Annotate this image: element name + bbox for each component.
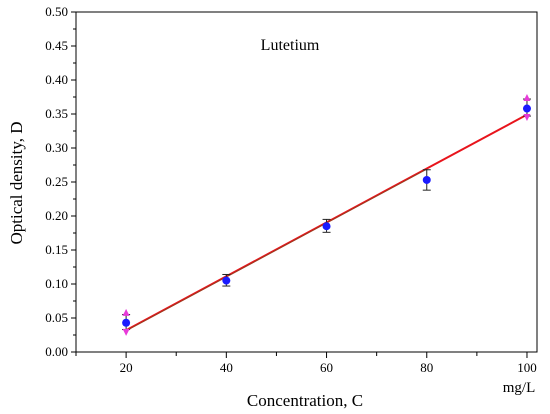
data-point xyxy=(422,175,431,184)
y-tick-label: 0.15 xyxy=(45,242,68,257)
chart-title: Lutetium xyxy=(261,37,320,54)
y-tick-label: 0.20 xyxy=(45,208,68,223)
x-tick-label: 40 xyxy=(220,360,233,375)
y-tick-label: 0.45 xyxy=(45,38,68,53)
error-bars xyxy=(122,98,531,331)
y-tick-label: 0.30 xyxy=(45,140,68,155)
axes xyxy=(75,11,538,353)
outlier-markers xyxy=(122,94,531,336)
y-tick-label: 0.05 xyxy=(45,310,68,325)
y-tick-label: 0.10 xyxy=(45,276,68,291)
fit-line-overlay xyxy=(125,168,427,332)
data-point xyxy=(222,276,231,285)
data-points xyxy=(122,104,531,327)
x-axis-unit: mg/L xyxy=(503,380,536,396)
x-axis-ticks: 20 40 60 80 100 xyxy=(75,352,537,375)
y-tick-label: 0.25 xyxy=(45,174,68,189)
y-axis-title: Optical density, D xyxy=(7,121,26,244)
y-tick-label: 0.35 xyxy=(45,106,68,121)
x-tick-label: 80 xyxy=(420,360,433,375)
y-tick-label: 0.40 xyxy=(45,72,68,87)
outlier-marker xyxy=(122,328,130,336)
x-tick-label: 100 xyxy=(517,360,537,375)
x-axis-title: Concentration, C xyxy=(247,391,363,410)
outlier-marker xyxy=(523,114,531,122)
y-tick-label: 0.50 xyxy=(45,4,68,19)
y-axis-ticks: 0.00 0.05 0.10 0.15 0.20 0.25 0.30 0.35 0.40 0.45… xyxy=(45,4,76,359)
data-point xyxy=(522,104,531,113)
plot-frame xyxy=(75,11,538,353)
data-point xyxy=(322,222,331,231)
y-tick-label: 0.00 xyxy=(45,344,68,359)
x-tick-label: 60 xyxy=(320,360,333,375)
data-point xyxy=(122,318,131,327)
outlier-marker xyxy=(122,308,130,316)
outlier-marker xyxy=(523,94,531,102)
x-tick-label: 20 xyxy=(120,360,133,375)
